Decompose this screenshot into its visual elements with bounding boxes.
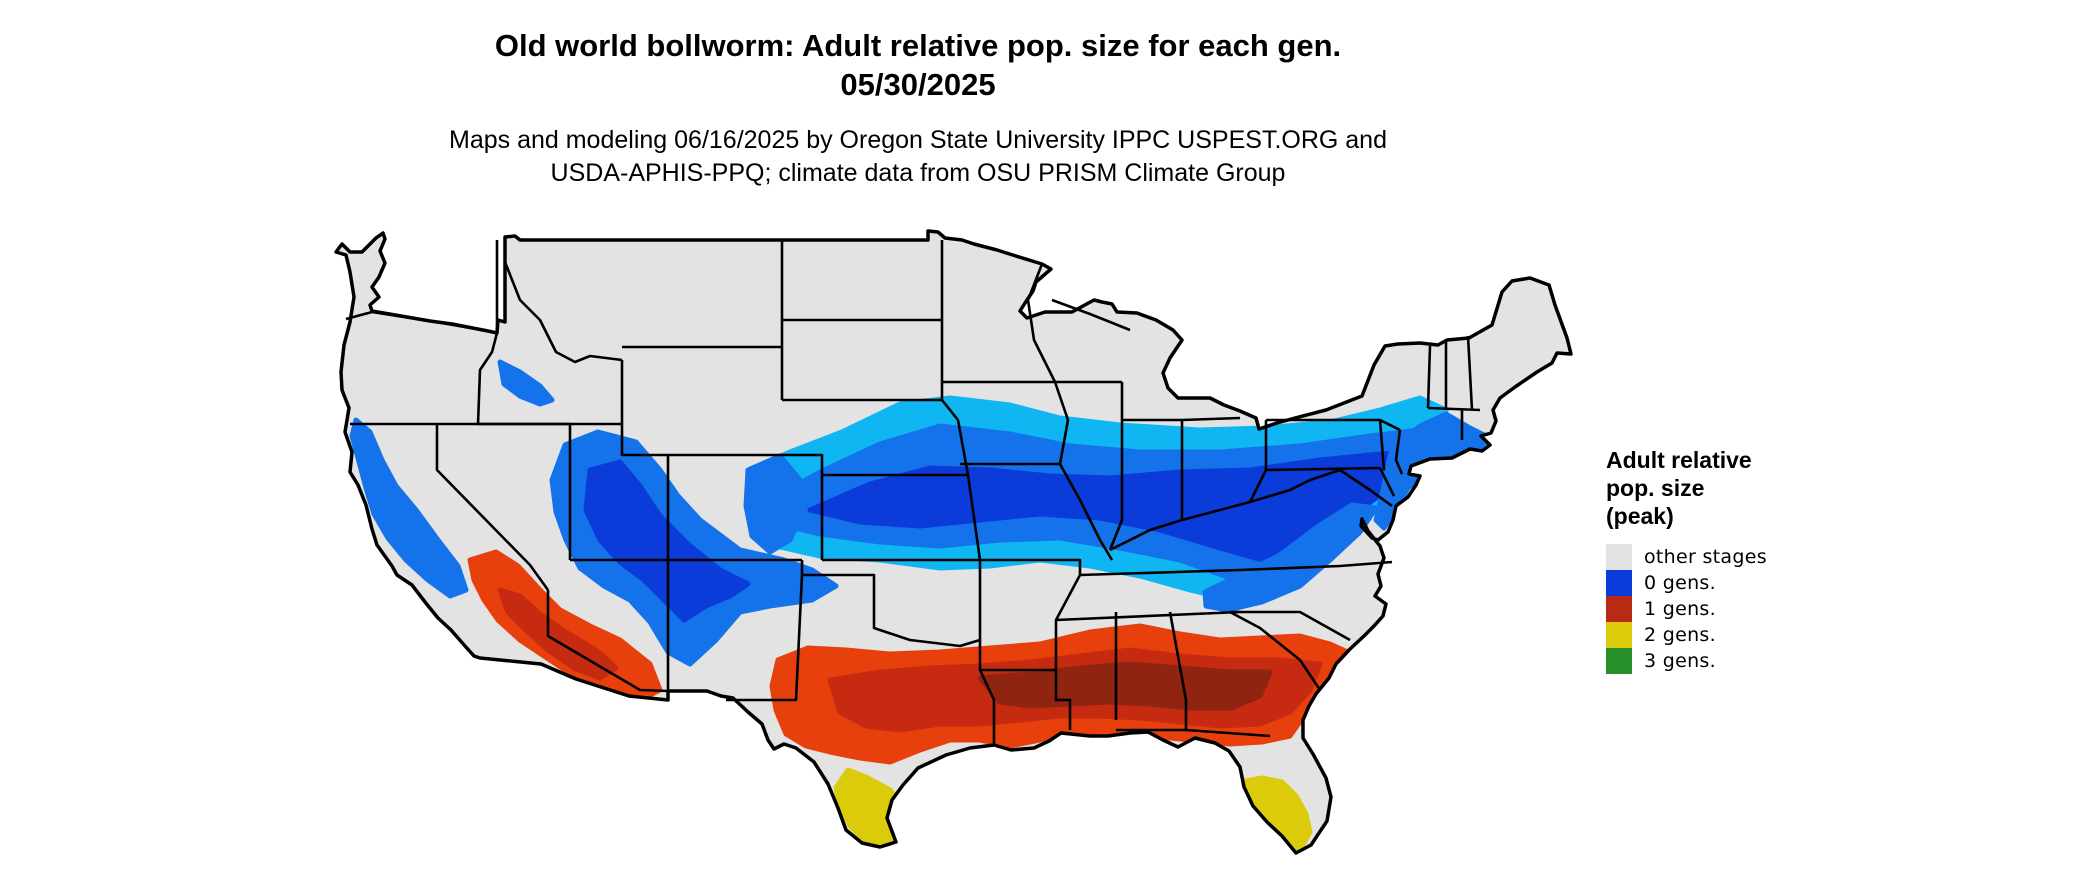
legend-item-1-gens: 1 gens. xyxy=(1606,596,1856,622)
border-al-fl xyxy=(1116,728,1271,738)
zone-0gen-plains xyxy=(743,453,807,555)
border-nm-tx xyxy=(726,560,804,702)
title-line-1: Old world bollworm: Adult relative pop. … xyxy=(494,28,1342,63)
zone-3gen-florida-tip xyxy=(1280,858,1296,868)
border-wi-mi xyxy=(1051,298,1131,332)
legend-item-other-stages: other stages xyxy=(1606,544,1856,570)
border-id-mt xyxy=(503,237,623,364)
legend-title-line-1: Adult relative xyxy=(1606,447,1752,473)
border-mo-ar xyxy=(980,558,1082,575)
legend-item-3-gens: 3 gens. xyxy=(1606,648,1856,674)
border-ks-mo xyxy=(966,474,982,561)
border-ky-tn xyxy=(1079,568,1241,577)
border-tn-ms-al-ga xyxy=(1055,610,1241,622)
legend-label-1-gens: 1 gens. xyxy=(1644,598,1716,620)
border-ny-nj xyxy=(1394,429,1404,475)
legend-item-2-gens: 2 gens. xyxy=(1606,622,1856,648)
border-in-ky xyxy=(1109,518,1183,552)
legend-title-line-3: (peak) xyxy=(1606,503,1674,529)
border-ny-vt xyxy=(1426,345,1432,409)
legend-label-other-stages: other stages xyxy=(1644,546,1767,568)
border-pa-md xyxy=(1265,466,1381,472)
state-borders xyxy=(345,237,1481,746)
border-tx-la xyxy=(978,669,996,746)
legend-label-0-gens: 0 gens. xyxy=(1644,572,1716,594)
zone-0gen-appalachia xyxy=(1202,502,1379,613)
legend-label-3-gens: 3 gens. xyxy=(1644,650,1716,672)
legend-label-2-gens: 2 gens. xyxy=(1644,624,1716,646)
border-ok-tx xyxy=(802,573,981,648)
generation-zones xyxy=(349,277,1493,868)
border-sd-mn-ia xyxy=(940,320,960,421)
border-va-nc-tn xyxy=(1239,560,1393,572)
border-az-mexico xyxy=(546,590,669,693)
border-ia-il xyxy=(1053,381,1070,465)
legend-title-line-2: pop. size xyxy=(1606,475,1705,501)
legend-swatch-other-stages xyxy=(1606,544,1632,570)
border-md-de xyxy=(1378,467,1396,497)
title-date: 05/30/2025 xyxy=(840,67,996,102)
legend-item-0-gens: 0 gens. xyxy=(1606,570,1856,596)
zone-0gen-idaho xyxy=(497,359,555,407)
border-mi-oh xyxy=(1181,416,1241,422)
map-title: Old world bollworm: Adult relative pop. … xyxy=(0,26,1836,104)
us-outline xyxy=(334,229,1573,855)
legend-swatch-2-gens xyxy=(1606,622,1632,648)
border-ga-sc xyxy=(1229,610,1322,691)
border-nh-me xyxy=(1466,335,1474,411)
zone-0gen-washington xyxy=(421,277,479,321)
border-nc-sc xyxy=(1230,610,1351,642)
map-subtitle: Maps and modeling 06/16/2025 by Oregon S… xyxy=(0,124,1836,190)
subtitle-line-2: USDA-APHIS-PPQ; climate data from OSU PR… xyxy=(550,159,1286,187)
border-wy-ut-co xyxy=(570,422,668,457)
legend-swatch-0-gens xyxy=(1606,570,1632,596)
border-ms-la xyxy=(1054,670,1072,730)
border-ny-ma-ct xyxy=(1427,406,1481,412)
border-or-id xyxy=(476,332,499,425)
border-il-in xyxy=(1108,382,1124,551)
zone-0gen-california-coast xyxy=(349,417,469,599)
border-il-mo xyxy=(1058,463,1114,561)
legend-swatch-1-gens xyxy=(1606,596,1632,622)
border-ne-ia-mo xyxy=(956,419,970,476)
border-al-ga xyxy=(1168,611,1188,730)
legend-title: Adult relative pop. size (peak) xyxy=(1606,446,1856,530)
legend-swatch-3-gens xyxy=(1606,648,1632,674)
border-nj-pa xyxy=(1378,419,1386,471)
border-oh-ky-wv xyxy=(1181,469,1268,522)
border-ne-co-ks xyxy=(782,453,968,477)
map-legend: Adult relative pop. size (peak) other st… xyxy=(1606,446,1856,674)
subtitle-line-1: Maps and modeling 06/16/2025 by Oregon S… xyxy=(449,126,1387,154)
border-ca-nv xyxy=(435,424,550,591)
zone-1gen-south-dark xyxy=(977,661,1273,711)
border-ar-tn-ms xyxy=(1054,574,1082,670)
zone-1gen-arizona-dark xyxy=(497,587,619,681)
border-wv-va xyxy=(1249,468,1341,504)
border-md-va xyxy=(1339,468,1393,508)
